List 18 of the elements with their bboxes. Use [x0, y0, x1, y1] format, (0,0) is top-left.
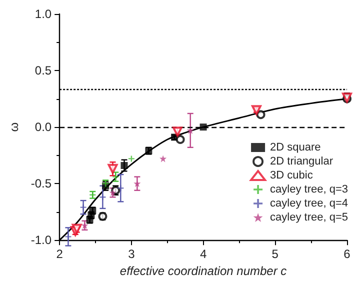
legend-label: 2D square: [270, 142, 321, 154]
legend-label: 2D triangular: [270, 156, 334, 168]
legend-label: cayley tree, q=3: [270, 184, 348, 196]
x-tick-label: 2: [56, 247, 64, 262]
x-tick-label: 4: [200, 247, 207, 262]
y-axis-title: ω: [7, 122, 21, 132]
y-tick-label: 0.5: [34, 64, 52, 78]
y-tick-label: 1.0: [34, 7, 52, 21]
legend-label: cayley tree, q=5: [270, 212, 348, 224]
y-tick-label: -1.0: [30, 233, 52, 248]
x-tick-label: 6: [344, 247, 351, 262]
x-tick-label: 5: [272, 247, 279, 262]
y-tick-label: 0.0: [34, 120, 52, 134]
y-tick-label: -0.5: [30, 176, 52, 191]
legend-label: 3D cubic: [270, 170, 314, 182]
legend-label: cayley tree, q=4: [270, 198, 348, 210]
x-tick-label: 3: [128, 247, 136, 262]
x-axis-title: effective coordination number c: [120, 264, 287, 278]
